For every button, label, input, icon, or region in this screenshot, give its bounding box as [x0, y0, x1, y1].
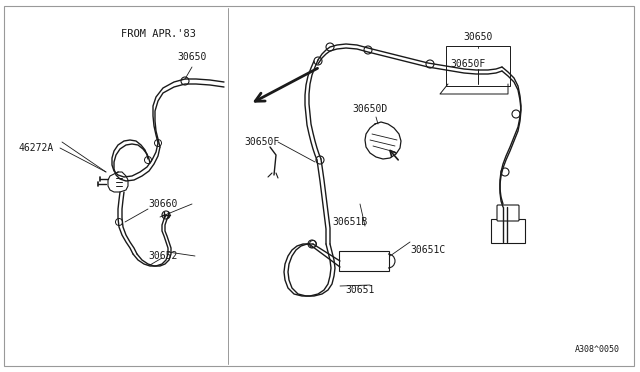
- FancyBboxPatch shape: [497, 205, 519, 221]
- Text: 30650F: 30650F: [450, 59, 485, 69]
- Text: 30650F: 30650F: [244, 137, 279, 147]
- Text: FROM APR.'83: FROM APR.'83: [121, 29, 196, 39]
- Text: 30650: 30650: [463, 32, 493, 42]
- Text: 30651C: 30651C: [410, 245, 445, 255]
- Text: 46272A: 46272A: [18, 143, 53, 153]
- Text: 30652: 30652: [148, 251, 177, 261]
- FancyBboxPatch shape: [4, 6, 634, 366]
- FancyBboxPatch shape: [446, 46, 510, 86]
- Text: A308^0050: A308^0050: [575, 346, 620, 355]
- Text: 30651B: 30651B: [332, 217, 367, 227]
- FancyBboxPatch shape: [339, 251, 389, 271]
- Text: 30650D: 30650D: [353, 104, 388, 114]
- FancyBboxPatch shape: [491, 219, 525, 243]
- Text: 30660: 30660: [148, 199, 177, 209]
- Text: 30651: 30651: [346, 285, 374, 295]
- Text: 30650: 30650: [177, 52, 207, 62]
